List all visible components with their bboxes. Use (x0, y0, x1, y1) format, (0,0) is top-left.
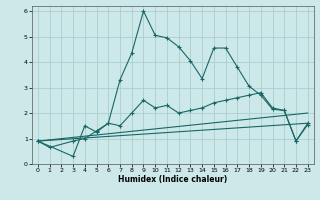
X-axis label: Humidex (Indice chaleur): Humidex (Indice chaleur) (118, 175, 228, 184)
